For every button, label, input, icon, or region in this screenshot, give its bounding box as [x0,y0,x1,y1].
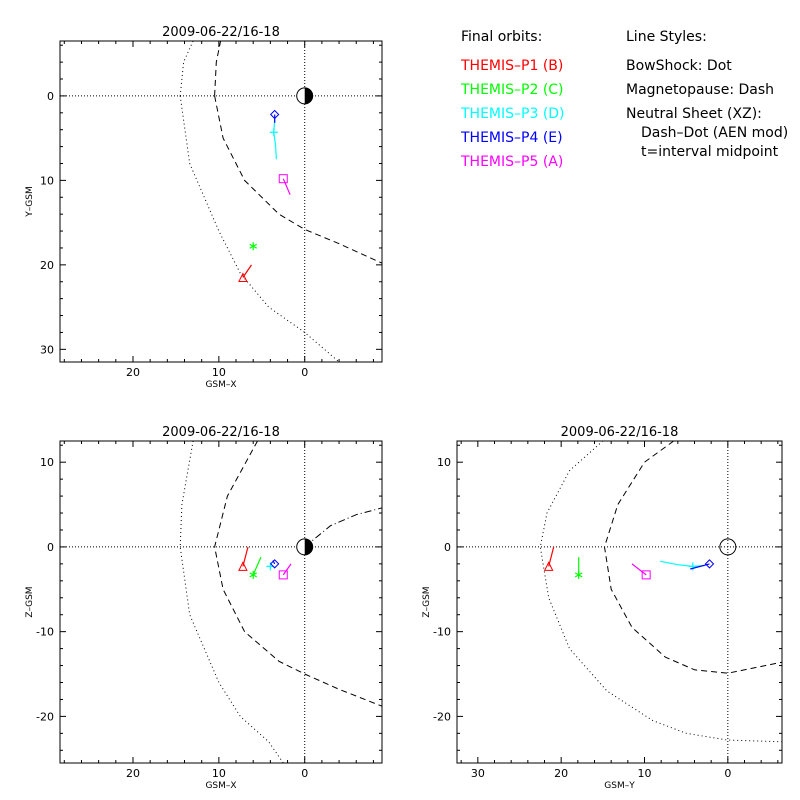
orbit-track-p5 [631,563,647,576]
y-tick-label: -10 [36,626,54,639]
legend-entry-p5: THEMIS–P5 (A) [460,154,563,170]
y-tick-label: -20 [36,710,54,723]
x-tick-label: 30 [471,767,485,780]
probe-marker-p5 [641,570,651,580]
y-tick-label: -20 [433,710,451,723]
x-tick-label: 20 [554,767,568,780]
probe-marker-p3 [269,128,278,137]
y-axis-label: Z–GSM [25,586,35,617]
legend-entry-p1: THEMIS–P1 (B) [460,58,563,74]
style-magnetopause: Magnetopause: Dash [626,82,774,98]
x-tick-label: 20 [126,767,140,780]
probe-marker-p5 [278,174,288,184]
y-tick-label: 0 [444,541,451,554]
y-tick-label: 10 [437,456,451,469]
earth-nightside [304,538,313,555]
orbit-track-p5 [282,563,292,576]
panel-1: 2009-06-22/16-18 20 10 0 0 10 20 30 GSM–X Y–GSM [25,25,383,390]
panel-title: 2009-06-22/16-18 [561,425,679,440]
bowshock-curve [179,95,340,362]
y-tick-label: 0 [47,541,54,554]
legend-entry-p3: THEMIS–P3 (D) [460,106,565,122]
probe-marker-p2 [574,570,583,579]
panel-title: 2009-06-22/16-18 [162,25,280,40]
y-tick-label: 10 [40,456,54,469]
plot-frame [59,40,383,363]
x-tick-label: 20 [126,366,140,379]
x-axis-label: GSM–X [205,380,236,390]
probe-marker-p1 [238,561,248,571]
earth-icon [719,538,737,556]
bowshock-curve [179,441,284,763]
y-axis-label: Y–GSM [25,186,35,217]
style-neutral-sheet-model: Dash–Dot (AEN mod) [641,125,788,141]
y-tick-label: 20 [40,259,54,272]
probe-marker-p3 [688,562,697,571]
earth-nightside [304,87,313,104]
style-time-note: t=interval midpoint [641,144,779,160]
magnetopause-curve [603,441,782,674]
y-tick-label: 30 [40,343,54,356]
magnetopause-curve [214,95,382,264]
x-tick-label: 0 [301,767,308,780]
x-tick-label: 10 [212,767,226,780]
x-tick-label: 10 [638,767,652,780]
legend-entry-p2: THEMIS–P2 (C) [460,82,564,98]
legend-heading: Final orbits: [461,29,542,45]
probe-marker-p5 [278,570,288,580]
neutral-sheet-curve [304,507,382,548]
y-tick-label: 10 [40,174,54,187]
x-axis-label: GSM–X [205,781,236,791]
probe-marker-p1 [543,561,554,571]
style-bowshock: BowShock: Dot [626,58,732,74]
magnetopause-curve [214,441,382,707]
x-tick-label: 10 [212,366,226,379]
y-tick-label: 0 [47,90,54,103]
legend-entry-p4: THEMIS–P4 (E) [460,130,563,146]
magnetopause-curve [214,41,222,96]
probe-marker-p2 [249,242,257,251]
plot-frame [456,440,783,764]
style-neutral-sheet: Neutral Sheet (XZ): [626,106,762,122]
probe-marker-p4 [269,109,280,120]
orbit-track-p3 [660,560,705,568]
probe-marker-p4 [704,559,715,569]
probe-marker-p2 [249,570,257,579]
plot-frame [59,440,383,764]
panel-3: 2009-06-22/16-18 30 20 10 0 10 0 -10 -20 GSM–Y Z–G… [422,425,783,791]
panel-2: 2009-06-22/16-18 20 10 0 10 0 -10 -20 GSM–X Z–GSM [25,425,383,791]
orbit-track-p5 [282,178,291,195]
x-axis-label: GSM–Y [604,781,635,791]
probe-marker-p1 [238,272,248,283]
panel-title: 2009-06-22/16-18 [162,425,280,440]
probe-marker-p4 [269,559,280,569]
styles-heading: Line Styles: [626,29,707,45]
bowshock-curve [539,441,782,743]
orbit-track-p3 [273,119,277,160]
orbit-track-p2 [252,556,262,576]
bowshock-curve [179,41,194,96]
y-tick-label: -10 [433,626,451,639]
y-axis-label: Z–GSM [422,586,432,617]
x-tick-label: 0 [724,767,731,780]
x-tick-label: 0 [301,366,308,379]
legend: Final orbits: THEMIS–P1 (B) THEMIS–P2 (C… [460,29,788,170]
